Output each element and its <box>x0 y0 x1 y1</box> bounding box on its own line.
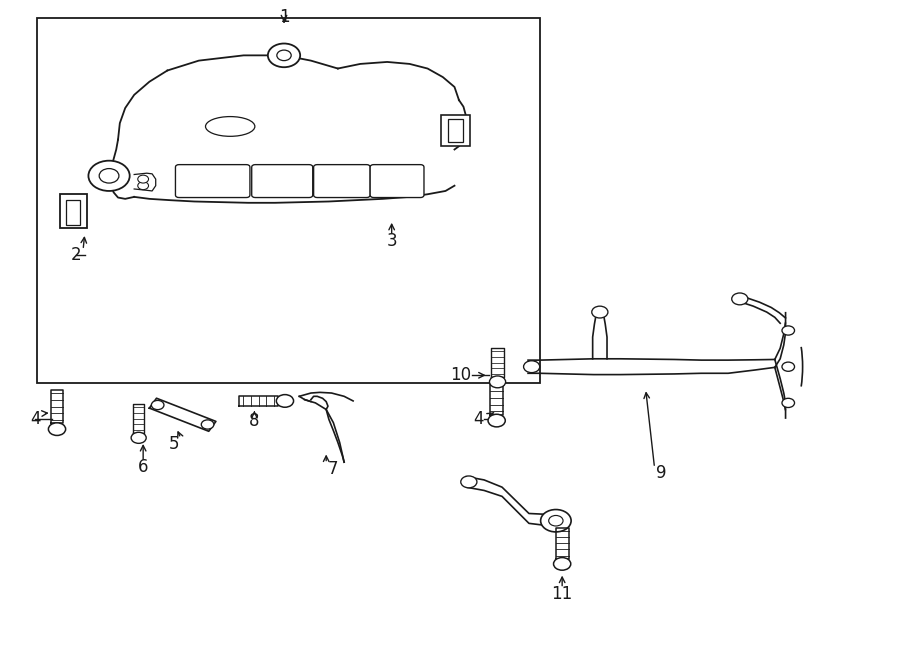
Circle shape <box>554 558 571 570</box>
Circle shape <box>488 414 505 427</box>
Text: 6: 6 <box>138 459 148 477</box>
Circle shape <box>549 516 563 526</box>
Circle shape <box>782 326 795 335</box>
Circle shape <box>202 420 214 429</box>
FancyBboxPatch shape <box>370 165 424 198</box>
Bar <box>66 200 80 225</box>
Circle shape <box>268 44 301 67</box>
Bar <box>37 18 540 383</box>
Circle shape <box>99 169 119 183</box>
Circle shape <box>732 293 748 305</box>
Circle shape <box>131 432 146 444</box>
Circle shape <box>138 182 148 190</box>
Circle shape <box>782 362 795 371</box>
Circle shape <box>592 306 608 318</box>
Circle shape <box>277 50 292 61</box>
FancyBboxPatch shape <box>313 165 370 198</box>
Text: 11: 11 <box>552 585 572 603</box>
Circle shape <box>138 175 148 183</box>
Text: 10: 10 <box>450 366 472 384</box>
Text: 4: 4 <box>473 410 484 428</box>
Circle shape <box>490 376 506 388</box>
FancyBboxPatch shape <box>176 165 250 198</box>
Bar <box>441 114 470 146</box>
Circle shape <box>541 510 572 532</box>
Text: 1: 1 <box>279 7 289 26</box>
Text: 5: 5 <box>168 435 179 453</box>
Text: 8: 8 <box>249 412 260 430</box>
Text: 2: 2 <box>70 247 81 264</box>
Circle shape <box>782 399 795 408</box>
Circle shape <box>461 476 477 488</box>
Circle shape <box>151 401 164 410</box>
FancyBboxPatch shape <box>252 165 312 198</box>
Bar <box>448 119 463 141</box>
Circle shape <box>276 395 293 407</box>
Ellipse shape <box>205 116 255 136</box>
Text: 3: 3 <box>386 232 397 250</box>
Text: 7: 7 <box>328 460 338 478</box>
Text: 4: 4 <box>31 410 40 428</box>
Circle shape <box>49 423 66 436</box>
Circle shape <box>88 161 130 191</box>
Text: 9: 9 <box>656 464 667 483</box>
Bar <box>59 194 86 229</box>
Circle shape <box>524 361 540 373</box>
